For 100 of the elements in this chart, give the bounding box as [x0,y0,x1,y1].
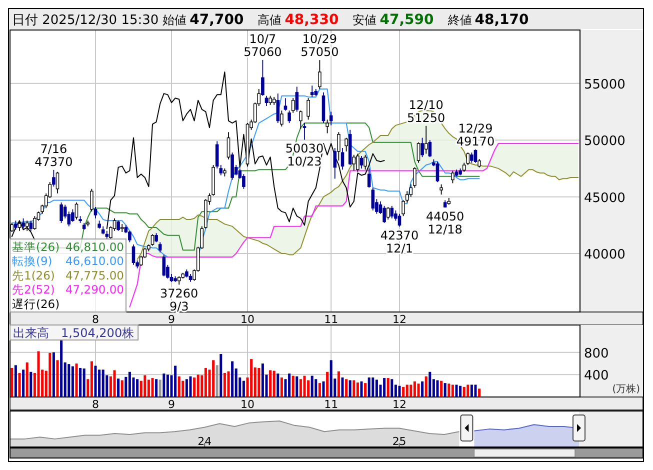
bar [372,377,374,397]
bar [326,372,329,397]
text: 48,170 [474,12,530,28]
candlestick [295,86,299,112]
bar [421,381,424,397]
text: 47,590 [380,12,434,28]
candlestick [226,132,230,160]
bar [345,379,348,397]
bar [322,381,325,397]
bar [79,368,82,397]
annotation: 47,775.00 [65,268,124,282]
x-tick-label: 12 [392,313,406,326]
candlestick [420,137,424,158]
bar [269,370,272,397]
bar [220,354,222,397]
candlestick [440,184,443,195]
candlestick [306,98,310,120]
candlestick [33,216,36,230]
candlestick [288,110,291,124]
bar [193,377,196,397]
bar [390,379,394,397]
candlestick [264,95,268,106]
candlestick [299,110,302,130]
text: 転換(9) [12,254,52,268]
y-tick-label: 55000 [584,77,626,92]
bar [474,384,477,397]
bar [459,386,462,397]
bar [82,368,86,397]
annotation: 46,810.00 [65,240,124,254]
bar [117,378,120,397]
candlestick [382,205,386,224]
bar [90,361,93,397]
candlestick [386,206,390,220]
bar [368,377,370,397]
annotation: 7/16 47370 [34,142,73,169]
bar [330,360,332,397]
candlestick [474,149,478,164]
candlestick [367,168,371,188]
bar [261,364,264,397]
bar [310,376,314,397]
bar [26,362,28,397]
bar [102,370,104,397]
bar [272,370,276,397]
y-axis-title: (万株) [612,383,640,395]
chart-title: 日付 2025/12/30 15:30 [12,13,159,28]
x-tick-label: 9 [168,398,175,411]
candlestick [22,218,25,230]
bar [71,366,74,397]
x-tick-label: 11 [324,398,338,411]
candlestick [284,98,288,112]
text: 先1(26) [12,268,55,282]
bar [174,366,177,397]
bar [242,380,245,397]
bar [360,381,363,397]
bar [182,380,184,397]
bar [292,376,294,397]
bar [303,376,306,397]
candlestick [116,220,120,232]
bar [185,379,188,397]
candlestick [436,161,440,183]
candlestick [337,132,340,161]
bar [470,384,473,397]
candlestick [462,162,466,172]
candlestick [150,234,154,246]
bar [151,378,154,397]
bar [455,384,458,397]
bar [436,380,439,397]
candlestick [352,154,356,172]
candlestick [162,254,166,277]
bar [424,376,428,397]
annotation: 44050 12/18 [426,210,464,237]
bar [204,368,207,397]
bar [178,376,180,397]
candlestick [276,93,280,124]
x-tick-label: 25 [392,435,406,448]
candlestick [398,213,402,228]
bar [398,386,401,397]
bar [413,381,416,397]
y-tick-label: 400 [584,368,609,384]
y-tick-label: 40000 [584,248,626,263]
bar [386,378,390,397]
bar [189,376,192,397]
candlestick [416,142,420,164]
bar [451,384,454,397]
bar [318,383,321,397]
series-label: 基準(26) [12,240,60,254]
candlestick [230,152,234,180]
x-tick-label: 9 [168,313,175,326]
bar [341,377,344,397]
bar [250,359,253,397]
bar [94,366,97,397]
bar [158,380,162,397]
text: 48,330 [284,12,339,28]
text: 先2(52) [12,282,55,297]
bar [428,372,432,397]
candlestick [428,140,432,158]
bar [462,386,466,397]
bar [196,374,200,397]
annotation: 37260 9/3 [160,286,198,314]
x-tick-label: 10 [240,398,254,411]
